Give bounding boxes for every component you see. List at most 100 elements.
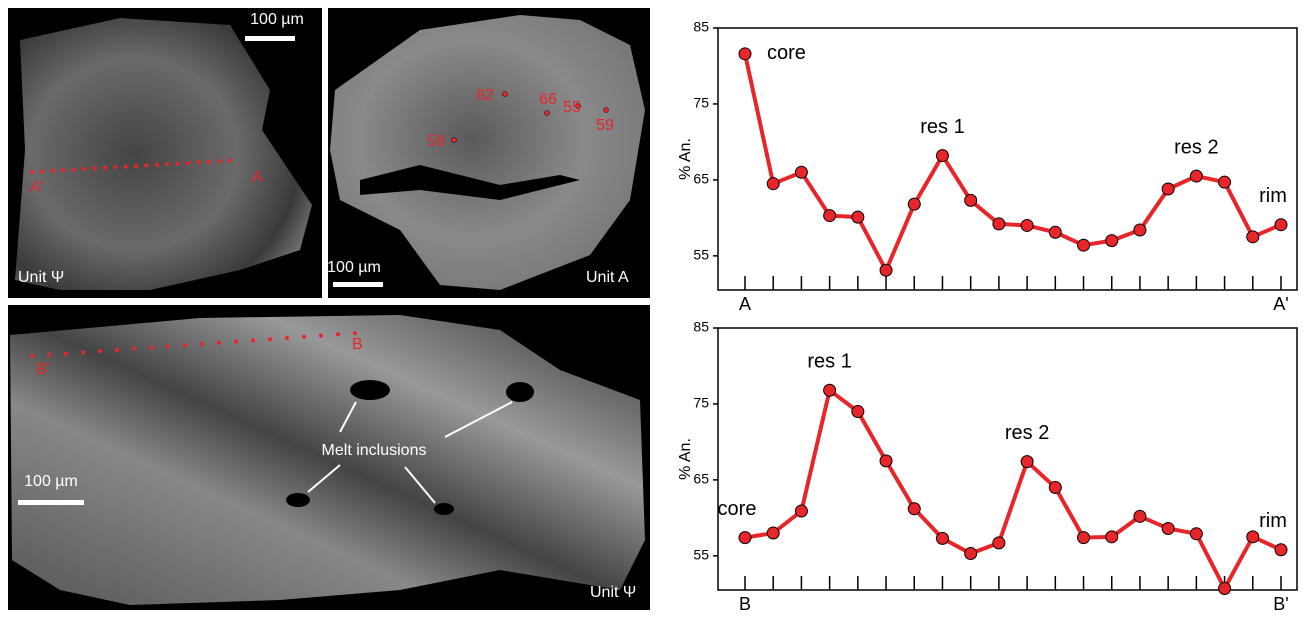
- spot-label: 58: [427, 133, 445, 150]
- data-point: [1049, 226, 1061, 238]
- y-tick-label: 55: [693, 547, 709, 563]
- spot: [72, 168, 76, 172]
- data-point: [1078, 239, 1090, 251]
- spot-label: 59: [596, 117, 614, 134]
- spot: [47, 353, 51, 357]
- spot: [196, 160, 200, 164]
- y-tick-label: 65: [693, 471, 709, 487]
- spot: [217, 159, 221, 163]
- annotation: res 1: [807, 351, 851, 373]
- scale-bar: [333, 282, 383, 287]
- data-point: [1021, 219, 1033, 231]
- series-line: [745, 54, 1281, 270]
- data-point: [880, 455, 892, 467]
- spot: [132, 347, 136, 351]
- spot: [30, 354, 34, 358]
- y-tick-label: 65: [693, 171, 709, 187]
- profile-label: A': [30, 179, 44, 196]
- spot: [115, 348, 119, 352]
- data-point: [908, 503, 920, 515]
- scale-label: 100 µm: [250, 11, 304, 28]
- spot: [319, 334, 323, 338]
- data-point: [1106, 235, 1118, 247]
- spot: [336, 332, 340, 336]
- data-point: [767, 527, 779, 539]
- data-point: [795, 166, 807, 178]
- data-point: [1134, 510, 1146, 522]
- data-point: [1219, 582, 1231, 594]
- plot-frame: [718, 328, 1297, 590]
- unit-label: Unit Ψ: [590, 584, 636, 601]
- y-tick-label: 75: [693, 395, 709, 411]
- inclusion: [506, 382, 534, 402]
- data-point: [993, 218, 1005, 230]
- inclusion: [350, 380, 390, 400]
- annotation: res 2: [1174, 136, 1218, 158]
- annotation: rim: [1259, 510, 1287, 532]
- data-point: [880, 264, 892, 276]
- spot: [251, 338, 255, 342]
- annotation: res 1: [920, 116, 964, 138]
- data-point: [1190, 170, 1202, 182]
- data-point: [1275, 544, 1287, 556]
- spot: [604, 108, 609, 113]
- x-tick-label: B: [739, 594, 751, 614]
- unit-label: Unit A: [586, 269, 629, 286]
- profile-label: B: [352, 336, 363, 353]
- annotation: res 2: [1005, 422, 1049, 444]
- spot: [503, 92, 508, 97]
- series-line: [745, 390, 1281, 588]
- spot: [124, 165, 128, 169]
- scale-label: 100 µm: [24, 473, 78, 490]
- x-tick-label: A': [1273, 294, 1288, 314]
- spot: [92, 166, 96, 170]
- annotation: core: [767, 42, 806, 64]
- inclusion: [286, 493, 310, 507]
- profile-label: A: [252, 169, 263, 186]
- annotation: core: [718, 498, 757, 520]
- spot: [166, 344, 170, 348]
- spot: [285, 336, 289, 340]
- data-point: [1078, 532, 1090, 544]
- spot: [30, 170, 34, 174]
- spot: [144, 163, 148, 167]
- data-point: [1162, 183, 1174, 195]
- data-point: [1275, 219, 1287, 231]
- spot-label: 66: [539, 91, 557, 108]
- data-point: [1162, 522, 1174, 534]
- spot: [51, 169, 55, 173]
- spot: [228, 159, 232, 163]
- y-tick-label: 55: [693, 247, 709, 263]
- unit-label: Unit Ψ: [18, 269, 64, 286]
- spot: [149, 346, 153, 350]
- annotation: Melt inclusions: [322, 442, 427, 459]
- scale-label: 100 µm: [327, 259, 381, 276]
- data-point: [936, 150, 948, 162]
- spot: [268, 337, 272, 341]
- spot: [61, 168, 65, 172]
- y-tick-label: 85: [693, 319, 709, 335]
- data-point: [767, 178, 779, 190]
- y-tick-label: 85: [693, 19, 709, 35]
- data-point: [965, 548, 977, 560]
- spot-label: 55: [563, 99, 581, 116]
- data-point: [1247, 531, 1259, 543]
- data-point: [1134, 224, 1146, 236]
- spot: [81, 350, 85, 354]
- inclusion: [434, 503, 454, 515]
- spot: [98, 349, 102, 353]
- data-point: [936, 532, 948, 544]
- y-axis-label: % An.: [677, 438, 694, 480]
- data-point: [852, 406, 864, 418]
- spot: [82, 167, 86, 171]
- spot: [183, 343, 187, 347]
- spot: [40, 169, 44, 173]
- spot: [155, 163, 159, 167]
- data-point: [824, 210, 836, 222]
- figure: 100 µm Unit Ψ A' A 100 µm Unit A Melt in…: [0, 0, 1312, 617]
- scale-bar: [18, 500, 84, 505]
- x-tick-label: B': [1273, 594, 1288, 614]
- scale-bar: [245, 36, 295, 41]
- spot: [217, 341, 221, 345]
- spot: [207, 160, 211, 164]
